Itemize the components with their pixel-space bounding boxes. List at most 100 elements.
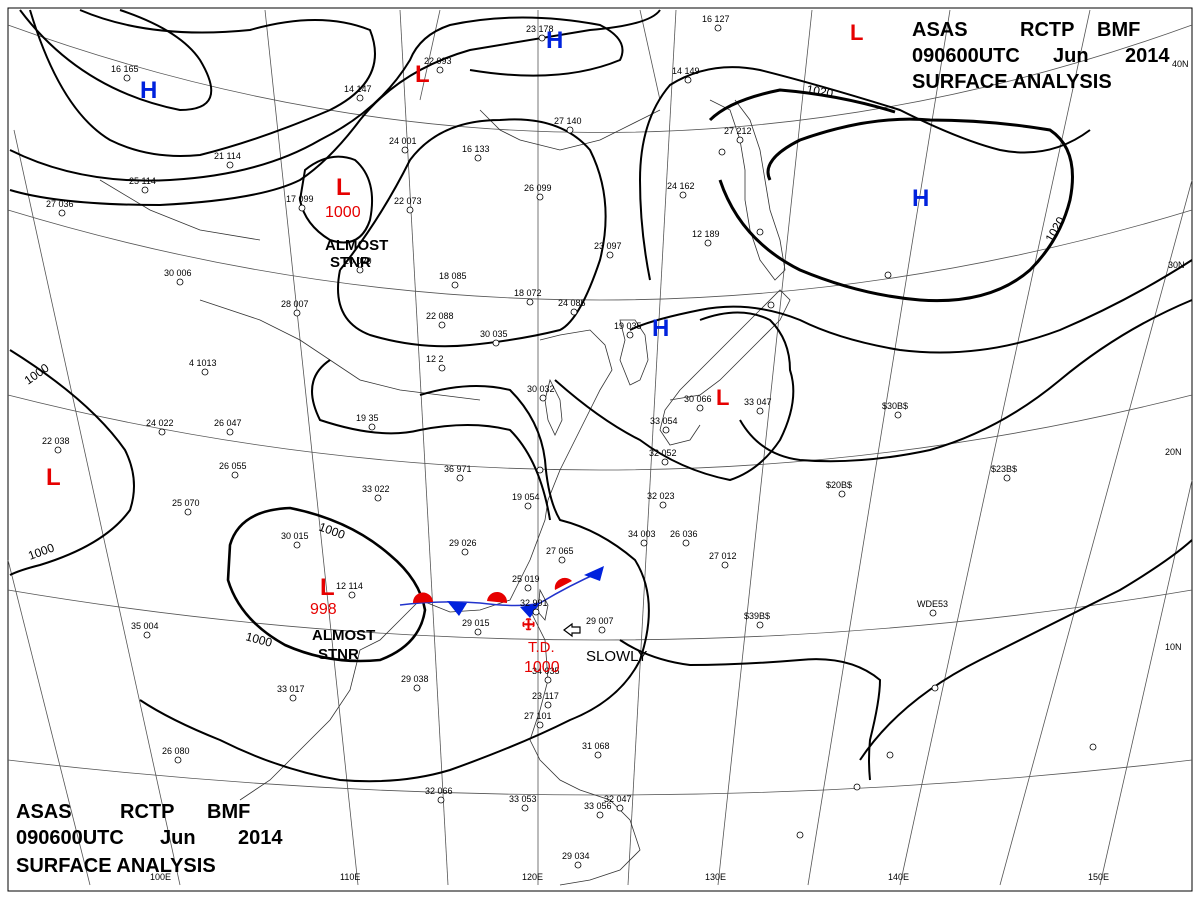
graticule	[7, 9, 1193, 886]
station-plot: 19 035	[614, 321, 642, 331]
station-plot: 32 047	[604, 794, 632, 804]
station-plot: 12 2	[426, 354, 444, 364]
latitude-label: 40N	[1172, 59, 1189, 69]
station-plot: 12 114	[336, 581, 363, 591]
header-word: BMF	[1097, 19, 1140, 41]
station-plot: 16 165	[111, 64, 139, 74]
station-plot: 22 073	[394, 196, 422, 206]
station-plot: 27 036	[46, 199, 74, 209]
station-plot: $39B$	[744, 611, 770, 621]
station-markers	[54, 24, 1097, 869]
header-word: 090600UTC	[16, 827, 124, 849]
high-pressure-centers: H H H H	[140, 27, 929, 342]
station-plot: 23 178	[526, 24, 554, 34]
header-line: SURFACE ANALYSIS	[912, 71, 1112, 93]
station-plot: 27 212	[724, 126, 752, 136]
latitude-label: 20N	[1165, 447, 1182, 457]
meridian-100e	[13, 129, 181, 886]
station-plot: 33 056	[584, 801, 612, 811]
high-center: H	[652, 315, 669, 342]
station-plot: 27 012	[709, 551, 737, 561]
isobar	[619, 639, 882, 781]
station-plot: 19 054	[512, 492, 540, 502]
station-plot: 23 117	[532, 691, 559, 701]
low-center-pressure: 998	[310, 601, 337, 618]
td-symbol: 🜊	[522, 617, 535, 634]
station-plot: 29 038	[401, 674, 429, 684]
isobar	[9, 16, 624, 182]
parallel-40n	[7, 24, 1193, 133]
station-plot: 29 015	[462, 618, 490, 628]
coastline	[99, 99, 791, 886]
high-center: H	[140, 77, 157, 104]
station-plot: 24 085	[558, 298, 586, 308]
longitude-label: 130E	[705, 872, 726, 882]
longitude-label: 110E	[340, 872, 360, 882]
low-center-note: ALMOST	[312, 627, 375, 644]
stationary-front	[399, 566, 604, 618]
isobar	[29, 9, 376, 157]
station-plots: 16 165 14 147 23 178 16 127 22 093 27 140 14 1…	[42, 14, 1017, 861]
isobar-label: 1000	[244, 629, 274, 650]
latitude-label: 30N	[1168, 260, 1185, 270]
station-plot: 35 004	[131, 621, 159, 631]
station-plot: 14 147	[344, 84, 372, 94]
low-center: L	[850, 20, 863, 45]
station-plot: 12 189	[692, 229, 720, 239]
station-plot: 32 052	[649, 448, 677, 458]
isobar	[859, 539, 1193, 761]
isobar	[337, 118, 607, 348]
station-plot: 30 032	[527, 384, 555, 394]
isobar-1020-a	[708, 88, 896, 122]
isobar-1000-a	[9, 349, 135, 576]
station-plot: 31 068	[582, 741, 610, 751]
station-plot: 24 001	[389, 136, 417, 146]
header-word: BMF	[207, 801, 250, 823]
station-plot: 26 036	[670, 529, 698, 539]
isobar	[9, 9, 661, 207]
header-word: 2014	[238, 827, 283, 849]
station-plot: 32 066	[425, 786, 453, 796]
low-center-note: STNR	[330, 254, 371, 271]
station-plot: 22 093	[424, 56, 452, 66]
low-center-note: STNR	[318, 646, 359, 663]
isobar-1000-b	[226, 506, 427, 663]
station-plot: 25 019	[512, 574, 540, 584]
station-plot: 26 080	[162, 746, 190, 756]
header-word: RCTP	[1020, 19, 1074, 41]
header-word: RCTP	[120, 801, 174, 823]
station-plot: 17 099	[286, 194, 314, 204]
station-plot: $20B$	[826, 480, 852, 490]
longitude-labels: 100E 110E 120E 130E 140E 150E	[150, 872, 1109, 882]
isobar-label: 1000	[26, 540, 56, 562]
station-plot: 34 003	[628, 529, 656, 539]
station-plot: 26 047	[214, 418, 242, 428]
parallel-20n	[7, 394, 1193, 471]
header-word: ASAS	[912, 19, 968, 41]
isobar-1020-b	[718, 117, 1074, 303]
station-plot: 33 054	[650, 416, 678, 426]
station-plot: 36 971	[444, 464, 472, 474]
isobar	[298, 155, 374, 244]
low-center: L	[415, 61, 430, 88]
station-plot: 27 101	[524, 711, 552, 721]
station-plot: 27 140	[554, 116, 582, 126]
header-word: 2014	[1125, 45, 1170, 67]
low-pressure-centers: L 1000 ALMOST STNR L 998 ALMOST STNR L L…	[46, 20, 863, 663]
station-plot: 21 114	[214, 151, 241, 161]
parallel-30n	[7, 209, 1193, 301]
isobar	[311, 359, 551, 521]
station-plot: 26 055	[219, 461, 247, 471]
motion-arrow	[563, 622, 581, 638]
isobar-label: 1020	[805, 82, 834, 100]
longitude-label: 100E	[150, 872, 171, 882]
tropical-depression: 🜊 T.D. 1000 SLOWLY	[522, 617, 647, 676]
longitude-label: 120E	[522, 872, 543, 882]
station-plot: 26 099	[524, 183, 552, 193]
station-plot: 25 114	[129, 176, 156, 186]
isobar	[19, 9, 213, 112]
station-plot: 20 020	[344, 256, 372, 266]
station-plot: 30 035	[480, 329, 508, 339]
isobar-label: 1000	[22, 360, 52, 387]
